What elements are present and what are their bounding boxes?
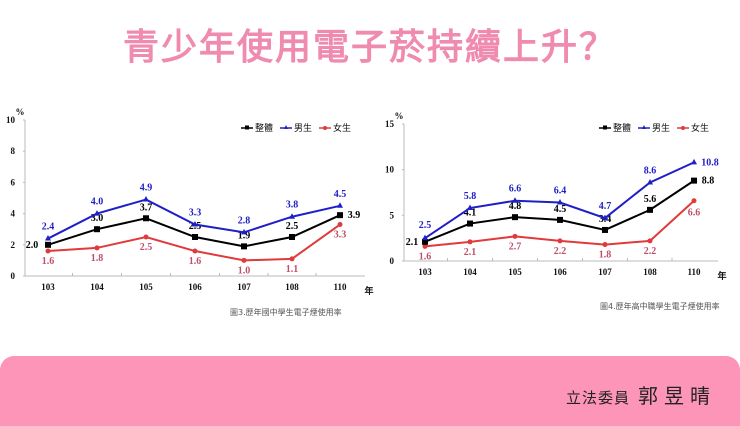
series-female: 1.6 2.1 2.7 2.2 1.8 2.2 6.6 xyxy=(419,198,701,262)
data-label: 2.4 xyxy=(42,222,55,233)
x-tick-label: 107 xyxy=(237,282,251,292)
data-label: 3.0 xyxy=(91,213,104,224)
data-label: 2.1 xyxy=(406,237,419,248)
y-axis-unit: % xyxy=(395,111,404,121)
signature-name: 郭昱晴 xyxy=(638,384,716,408)
data-label: 2.5 xyxy=(140,242,153,253)
data-label: 3.8 xyxy=(286,200,299,211)
data-label: 1.0 xyxy=(238,265,251,276)
legend: 整體 男生 女生 xyxy=(599,122,709,134)
x-tick-label: 106 xyxy=(188,282,202,292)
y-tick-label: 0 xyxy=(390,256,395,266)
x-tick-label: 107 xyxy=(598,267,612,277)
data-label: 6.6 xyxy=(688,208,701,219)
x-axis-unit: 年 xyxy=(717,270,726,281)
data-label: 2.7 xyxy=(509,241,522,252)
data-label: 2.2 xyxy=(554,246,567,257)
data-label: 1.1 xyxy=(286,264,299,275)
slide-title: 青少年使用電子菸持續上升？ xyxy=(122,27,617,68)
x-tick-label: 108 xyxy=(285,282,299,292)
data-label: 3.3 xyxy=(334,230,347,241)
data-label: 1.8 xyxy=(91,253,104,264)
data-label: 4.5 xyxy=(334,189,347,200)
chart-caption: 圖4.歷年高中職學生電子煙使用率 xyxy=(600,301,720,311)
footer-banner xyxy=(0,356,740,426)
data-label: 1.6 xyxy=(42,256,55,267)
y-tick-label: 10 xyxy=(385,165,395,175)
data-label: 1.6 xyxy=(419,251,432,262)
x-tick-label: 103 xyxy=(41,282,55,292)
data-label: 10.8 xyxy=(701,157,719,168)
y-tick-label: 5 xyxy=(390,210,395,220)
y-axis-unit: % xyxy=(16,107,25,117)
data-label: 4.0 xyxy=(91,197,104,208)
legend-label: 整體 xyxy=(613,122,631,134)
legend-label: 整體 xyxy=(255,122,273,134)
data-label: 4.1 xyxy=(464,208,477,219)
y-tick-label: 6 xyxy=(11,177,16,187)
legend-label: 男生 xyxy=(294,122,312,134)
x-tick-label: 103 xyxy=(418,267,432,277)
data-label: 2.5 xyxy=(286,221,299,232)
x-tick-label: 110 xyxy=(333,282,347,292)
y-tick-label: 4 xyxy=(11,209,16,219)
y-tick-label: 2 xyxy=(11,240,16,250)
data-label: 2.5 xyxy=(419,220,432,231)
data-label: 1.6 xyxy=(189,256,202,267)
legislator-signature: 立法委員 郭昱晴 xyxy=(566,380,716,409)
data-label: 8.8 xyxy=(702,176,715,187)
data-label: 6.6 xyxy=(509,184,522,195)
data-label: 3.9 xyxy=(348,210,361,221)
x-axis-unit: 年 xyxy=(364,285,373,296)
data-label: 4.8 xyxy=(509,201,522,212)
data-label: 1.8 xyxy=(599,250,612,261)
data-label: 8.6 xyxy=(644,165,657,176)
series-female: 1.6 1.8 2.5 1.6 1.0 1.1 3.3 xyxy=(42,222,347,276)
x-tick-label: 105 xyxy=(139,282,153,292)
signature-title: 立法委員 xyxy=(565,389,630,407)
series-male: 2.5 5.8 6.6 6.4 4.7 8.6 10.8 xyxy=(419,157,719,241)
x-tick-label: 105 xyxy=(508,267,522,277)
data-label: 4.9 xyxy=(140,183,153,194)
legend-label: 女生 xyxy=(691,122,709,134)
x-tick-label: 106 xyxy=(553,267,567,277)
x-tick-label: 108 xyxy=(643,267,657,277)
y-tick-label: 10 xyxy=(6,115,16,125)
x-tick-label: 110 xyxy=(687,267,701,277)
x-tick-label: 104 xyxy=(463,267,477,277)
data-label: 6.4 xyxy=(554,186,567,197)
legend-label: 男生 xyxy=(652,122,670,134)
series-male: 2.4 4.0 4.9 3.3 2.8 3.8 4.5 xyxy=(42,183,347,241)
y-tick-label: 15 xyxy=(385,119,395,129)
chart-caption: 圖3.歷年國中學生電子煙使用率 xyxy=(230,307,342,317)
data-label: 2.2 xyxy=(644,246,657,257)
y-tick-label: 8 xyxy=(11,146,16,156)
x-tick-label: 104 xyxy=(90,282,104,292)
y-tick-label: 0 xyxy=(11,271,16,281)
data-label: 5.8 xyxy=(464,191,477,202)
data-label: 2.8 xyxy=(238,215,251,226)
data-label: 5.6 xyxy=(644,194,657,205)
legend: 整體 男生 女生 xyxy=(241,122,351,134)
data-label: 2.0 xyxy=(26,240,39,251)
data-label: 4.7 xyxy=(599,201,612,212)
legend-label: 女生 xyxy=(333,122,351,134)
data-label: 4.5 xyxy=(554,204,567,215)
data-label: 3.7 xyxy=(140,202,153,213)
data-label: 2.1 xyxy=(464,247,477,258)
data-label: 1.9 xyxy=(238,230,251,241)
data-label: 3.3 xyxy=(189,208,202,219)
